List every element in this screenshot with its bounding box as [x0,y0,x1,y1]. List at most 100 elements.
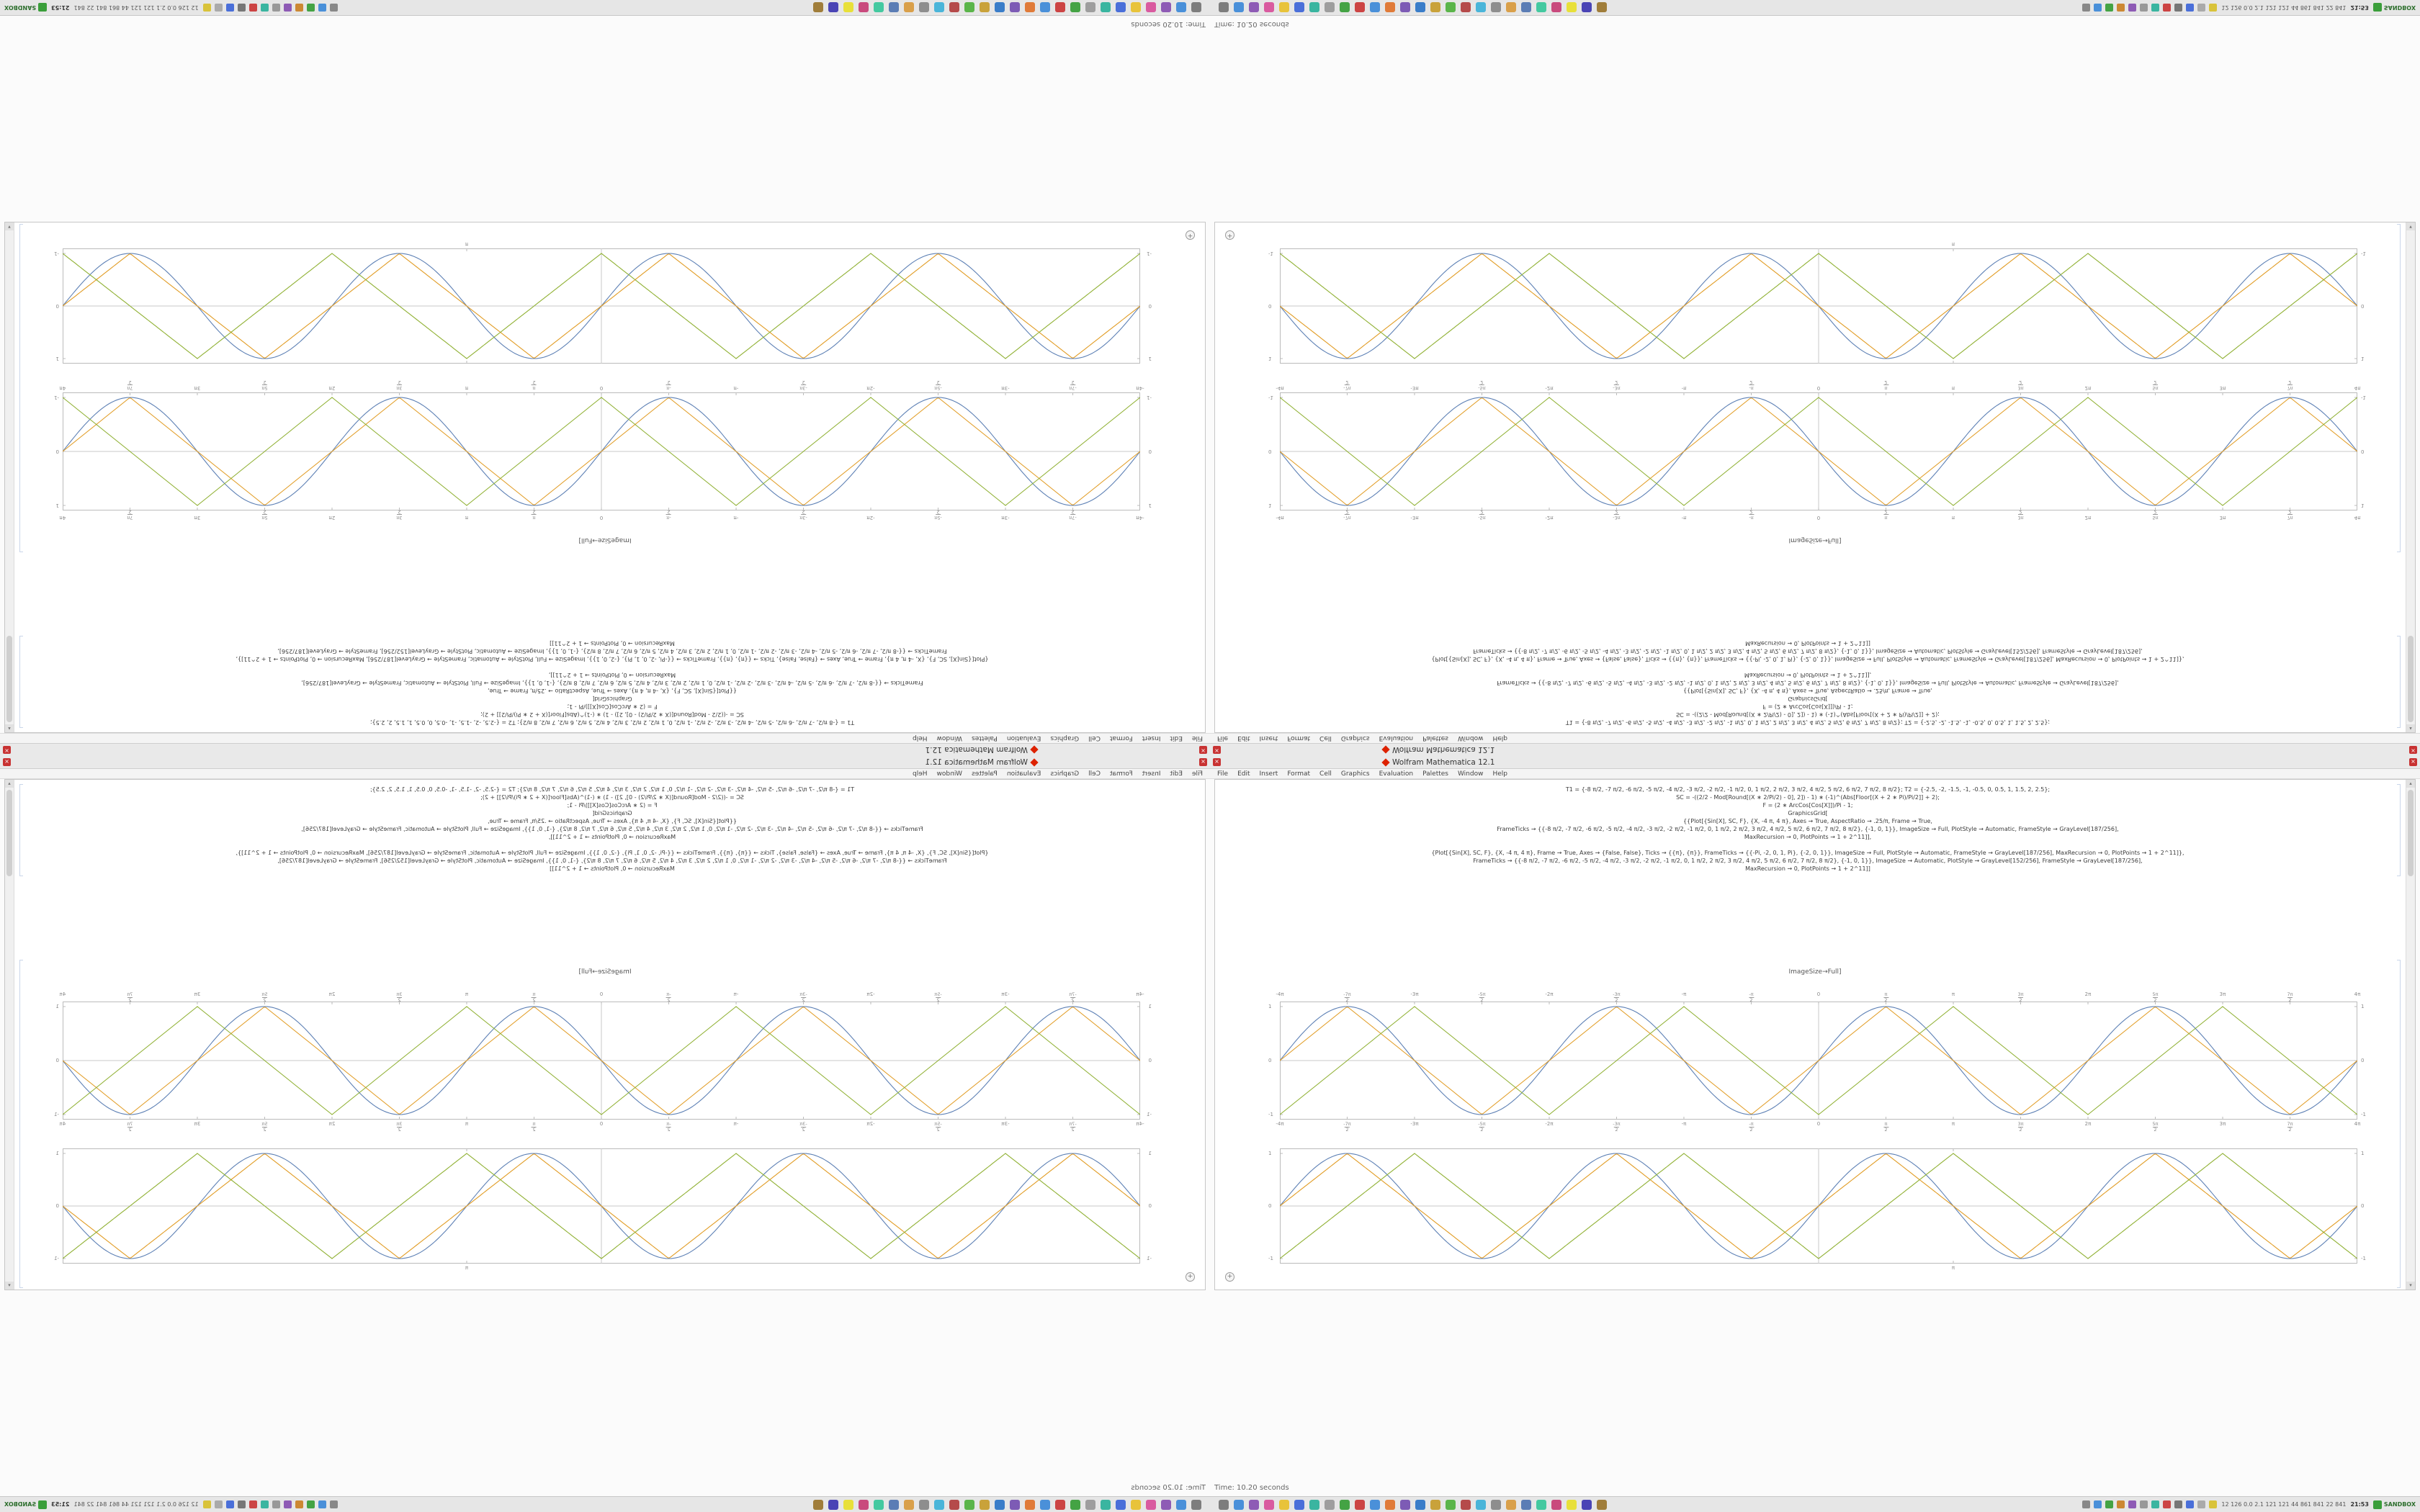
tray-icon-1[interactable] [329,1500,338,1508]
menu-item-palettes[interactable]: Palettes [972,734,998,742]
menu-item-file[interactable]: File [1191,734,1203,742]
taskbar-app-icon-13[interactable] [1010,2,1020,13]
close-icon[interactable]: × [1199,746,1207,754]
taskbar-app-icon-25[interactable] [1582,2,1592,13]
tray-icon-1[interactable] [2082,1500,2091,1508]
menu-item-help[interactable]: Help [1492,770,1508,778]
tray-icon-9[interactable] [237,1500,246,1508]
code-cell-2[interactable]: {Plot[{Sin[X], SC, F}, {X, -4 π, 4 π}, F… [41,637,1183,663]
notebook[interactable]: T1 = {-8 π/2, -7 π/2, -6 π/2, -5 π/2, -4… [4,222,1206,733]
menu-item-cell[interactable]: Cell [1319,770,1332,778]
tray-icon-4[interactable] [295,4,303,12]
taskbar-app-icon-17[interactable] [949,1499,959,1510]
taskbar-app-icon-6[interactable] [1294,1499,1304,1510]
taskbar-app-icon-6[interactable] [1294,2,1304,13]
taskbar-app-icon-5[interactable] [1279,1499,1289,1510]
code-cell-1[interactable]: T1 = {-8 π/2, -7 π/2, -6 π/2, -5 π/2, -4… [1237,669,2379,726]
taskbar-app-icon-8[interactable] [1085,2,1095,13]
tray-icon-8[interactable] [248,1500,257,1508]
code-cell-2[interactable]: {Plot[{Sin[X], SC, F}, {X, -4 π, 4 π}, F… [41,849,1183,875]
taskbar-app-icon-16[interactable] [964,1499,974,1510]
tray-icon-6[interactable] [2140,1500,2148,1508]
taskbar-app-icon-2[interactable] [1176,2,1186,13]
vertical-scrollbar[interactable]: ▴ ▾ [5,222,14,732]
tray-icon-11[interactable] [214,4,223,12]
taskbar-app-icon-17[interactable] [949,2,959,13]
tray-icon-9[interactable] [237,4,246,12]
scroll-up-icon[interactable]: ▴ [5,724,14,732]
code-cell-1[interactable]: T1 = {-8 π/2, -7 π/2, -6 π/2, -5 π/2, -4… [1237,786,2379,843]
taskbar-app-icon-25[interactable] [828,1499,838,1510]
tray-icon-11[interactable] [2197,4,2206,12]
scroll-up-icon[interactable]: ▴ [2406,780,2415,788]
menu-item-window[interactable]: Window [1457,734,1484,742]
tray-icon-8[interactable] [2163,1500,2172,1508]
close-icon-right[interactable]: × [2409,758,2417,766]
tray-icon-7[interactable] [260,4,269,12]
taskbar-app-icon-17[interactable] [1461,1499,1471,1510]
close-icon-right[interactable]: × [3,758,11,766]
taskbar-app-icon-11[interactable] [1040,2,1050,13]
menu-item-evaluation[interactable]: Evaluation [1006,734,1041,742]
cell-bracket[interactable] [2397,960,2401,1288]
taskbar-app-icon-24[interactable] [1567,2,1577,13]
taskbar-app-icon-4[interactable] [1146,2,1156,13]
window-titlebar[interactable]: × Wolfram Mathematica 12.1 × [0,743,1210,756]
taskbar-app-icon-11[interactable] [1370,2,1380,13]
taskbar-app-icon-20[interactable] [904,2,914,13]
taskbar-app-icon-23[interactable] [1551,2,1561,13]
menu-item-insert[interactable]: Insert [1142,734,1161,742]
taskbar-app-icon-16[interactable] [1446,1499,1456,1510]
magnifier-plus-icon[interactable]: + [1186,1272,1195,1282]
taskbar-app-icon-22[interactable] [874,1499,884,1510]
taskbar-app-icon-20[interactable] [1506,2,1516,13]
tray-icon-4[interactable] [295,1500,303,1508]
menu-item-format[interactable]: Format [1109,734,1133,742]
scroll-down-icon[interactable]: ▾ [2406,1282,2415,1290]
taskbar-app-icon-13[interactable] [1400,2,1410,13]
taskbar-app-icon-14[interactable] [1415,2,1425,13]
cell-bracket[interactable] [2397,784,2401,876]
tray-icon-7[interactable] [2151,4,2160,12]
taskbar-app-icon-5[interactable] [1131,2,1141,13]
close-icon[interactable]: × [1199,758,1207,766]
magnifier-plus-icon[interactable]: + [1225,230,1234,240]
taskbar-app-icon-19[interactable] [919,2,929,13]
menu-item-palettes[interactable]: Palettes [972,770,998,778]
taskbar-app-icon-21[interactable] [889,2,899,13]
tray-icon-4[interactable] [2117,4,2125,12]
menu-item-file[interactable]: File [1217,734,1229,742]
taskbar-app-icon-5[interactable] [1131,1499,1141,1510]
code-cell-2[interactable]: {Plot[{Sin[X], SC, F}, {X, -4 π, 4 π}, F… [1237,849,2379,875]
menu-item-edit[interactable]: Edit [1237,770,1250,778]
taskbar-app-icon-4[interactable] [1264,2,1274,13]
code-cell-2[interactable]: {Plot[{Sin[X], SC, F}, {X, -4 π, 4 π}, F… [1237,637,2379,663]
menu-item-window[interactable]: Window [1457,770,1484,778]
notebook[interactable]: T1 = {-8 π/2, -7 π/2, -6 π/2, -5 π/2, -4… [4,779,1206,1290]
taskbar-app-icon-14[interactable] [995,2,1005,13]
taskbar-app-icon-16[interactable] [964,2,974,13]
magnifier-plus-icon[interactable]: + [1186,230,1195,240]
tray-icon-2[interactable] [2094,4,2102,12]
vertical-scrollbar[interactable]: ▴ ▾ [5,780,14,1290]
taskbar-app-icon-26[interactable] [1597,2,1607,13]
notebook[interactable]: T1 = {-8 π/2, -7 π/2, -6 π/2, -5 π/2, -4… [1214,222,2416,733]
taskbar-app-icon-11[interactable] [1040,1499,1050,1510]
taskbar-app-icon-7[interactable] [1309,2,1319,13]
menu-item-help[interactable]: Help [912,770,928,778]
taskbar-app-icon-9[interactable] [1070,2,1080,13]
window-titlebar[interactable]: × Wolfram Mathematica 12.1 × [0,756,1210,769]
tray-icon-11[interactable] [214,1500,223,1508]
taskbar-app-icon-6[interactable] [1116,2,1126,13]
tray-icon-3[interactable] [306,1500,315,1508]
close-icon[interactable]: × [1213,758,1221,766]
taskbar-app-icon-18[interactable] [934,2,944,13]
taskbar-app-icon-9[interactable] [1340,2,1350,13]
taskbar-app-icon-15[interactable] [1430,1499,1440,1510]
menu-item-help[interactable]: Help [1492,734,1508,742]
taskbar-app-icon-12[interactable] [1385,1499,1395,1510]
cell-bracket[interactable] [2397,636,2401,728]
tray-icon-5[interactable] [2128,4,2137,12]
menu-item-help[interactable]: Help [912,734,928,742]
taskbar-app-icon-10[interactable] [1055,2,1065,13]
